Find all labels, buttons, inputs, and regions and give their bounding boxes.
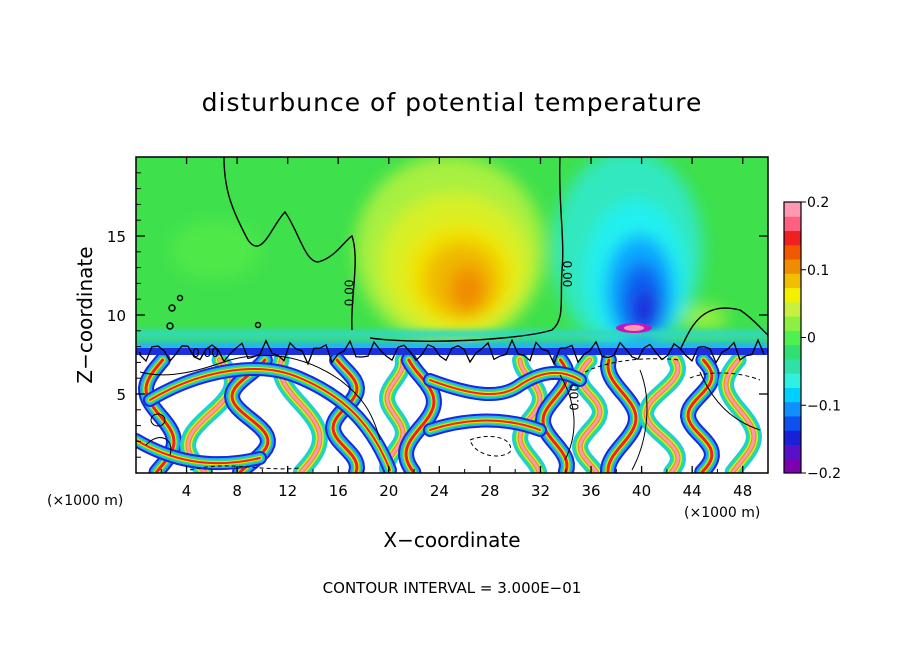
y-tick-label: 10 <box>107 307 126 325</box>
turbulence-band <box>724 358 756 473</box>
turbulence-band <box>644 358 680 473</box>
contour-label: 0.00 <box>560 261 574 288</box>
x-unit-left: (×1000 m) <box>47 493 123 509</box>
x-tick-label: 48 <box>733 482 752 500</box>
y-tick-label: 5 <box>116 386 126 404</box>
colorbar-swatch <box>784 358 801 374</box>
colorbar-swatch <box>784 344 801 360</box>
x-tick-label: 8 <box>232 482 242 500</box>
x-tick-label: 4 <box>182 482 192 500</box>
colorbar-swatch <box>784 387 801 403</box>
x-tick-label: 40 <box>632 482 651 500</box>
colorbar-swatch <box>784 373 801 388</box>
x-tick-label: 32 <box>531 482 550 500</box>
colorbar-swatch <box>784 301 801 317</box>
colorbar-tick-label: 0.2 <box>807 195 829 211</box>
tropopause-contour <box>139 338 765 366</box>
contour-label: 0.00 <box>567 384 581 411</box>
y-axis-label: Z−coordinate <box>73 246 97 383</box>
x-axis: 4 8 12 16 20 24 28 32 36 40 44 48 <box>160 157 752 500</box>
colorbar-swatch <box>784 401 801 417</box>
colorbar-swatch <box>784 230 801 246</box>
turbulence-band <box>385 358 405 473</box>
x-tick-label: 28 <box>480 482 499 500</box>
colorbar-swatch <box>784 287 801 303</box>
x-unit-right: (×1000 m) <box>684 505 760 521</box>
turbulence-band <box>606 358 638 473</box>
lower-contours <box>139 354 761 471</box>
turbulence-band <box>404 358 436 473</box>
turbulence-band <box>331 358 359 473</box>
colorbar-swatch <box>784 430 801 445</box>
contour-labels: 0.00 0.00 0.00 0.00 <box>192 261 581 411</box>
turbulence-arc <box>429 419 541 431</box>
heatmap-field <box>136 157 768 473</box>
colorbar-swatch <box>784 415 801 431</box>
contour-interval-note: CONTOUR INTERVAL = 3.000E−01 <box>323 579 582 597</box>
colorbar-tick-label: −0.2 <box>807 466 841 482</box>
x-tick-label: 24 <box>430 482 449 500</box>
y-tick-label: 15 <box>107 228 126 246</box>
turbulence-arc <box>149 368 391 471</box>
x-tick-label: 36 <box>581 482 600 500</box>
colorbar-swatch <box>784 458 801 474</box>
colorbar-swatch <box>784 216 801 232</box>
x-tick-label: 16 <box>329 482 348 500</box>
turbulence-arc <box>136 439 261 465</box>
turbulence-band <box>686 358 714 473</box>
colorbar-tick-label: −0.1 <box>807 398 841 414</box>
contour-label: 0.00 <box>342 280 356 307</box>
colorbar-swatch <box>784 316 801 331</box>
x-tick-label: 44 <box>683 482 702 500</box>
contour-label: 0.00 <box>192 346 219 360</box>
colorbar-swatch <box>784 259 801 274</box>
colorbar-swatch <box>784 202 801 217</box>
turbulence-arc <box>429 371 581 396</box>
x-tick-label: 12 <box>278 482 297 500</box>
colorbar-tick-label: 0.1 <box>807 263 829 279</box>
y-axis: 5 10 15 <box>107 172 768 458</box>
contour-lines <box>166 157 768 351</box>
colorbar-swatch <box>784 330 801 346</box>
x-tick-label: 20 <box>379 482 398 500</box>
colorbar: 0.2 0.1 0 −0.1 −0.2 <box>783 195 841 482</box>
x-axis-label: X−coordinate <box>383 528 520 552</box>
colorbar-swatch <box>784 444 801 460</box>
colorbar-swatch <box>784 244 801 260</box>
chart-title: disturbunce of potential temperature <box>202 88 703 117</box>
colorbar-swatch <box>784 273 801 289</box>
colorbar-tick-label: 0 <box>807 331 816 347</box>
